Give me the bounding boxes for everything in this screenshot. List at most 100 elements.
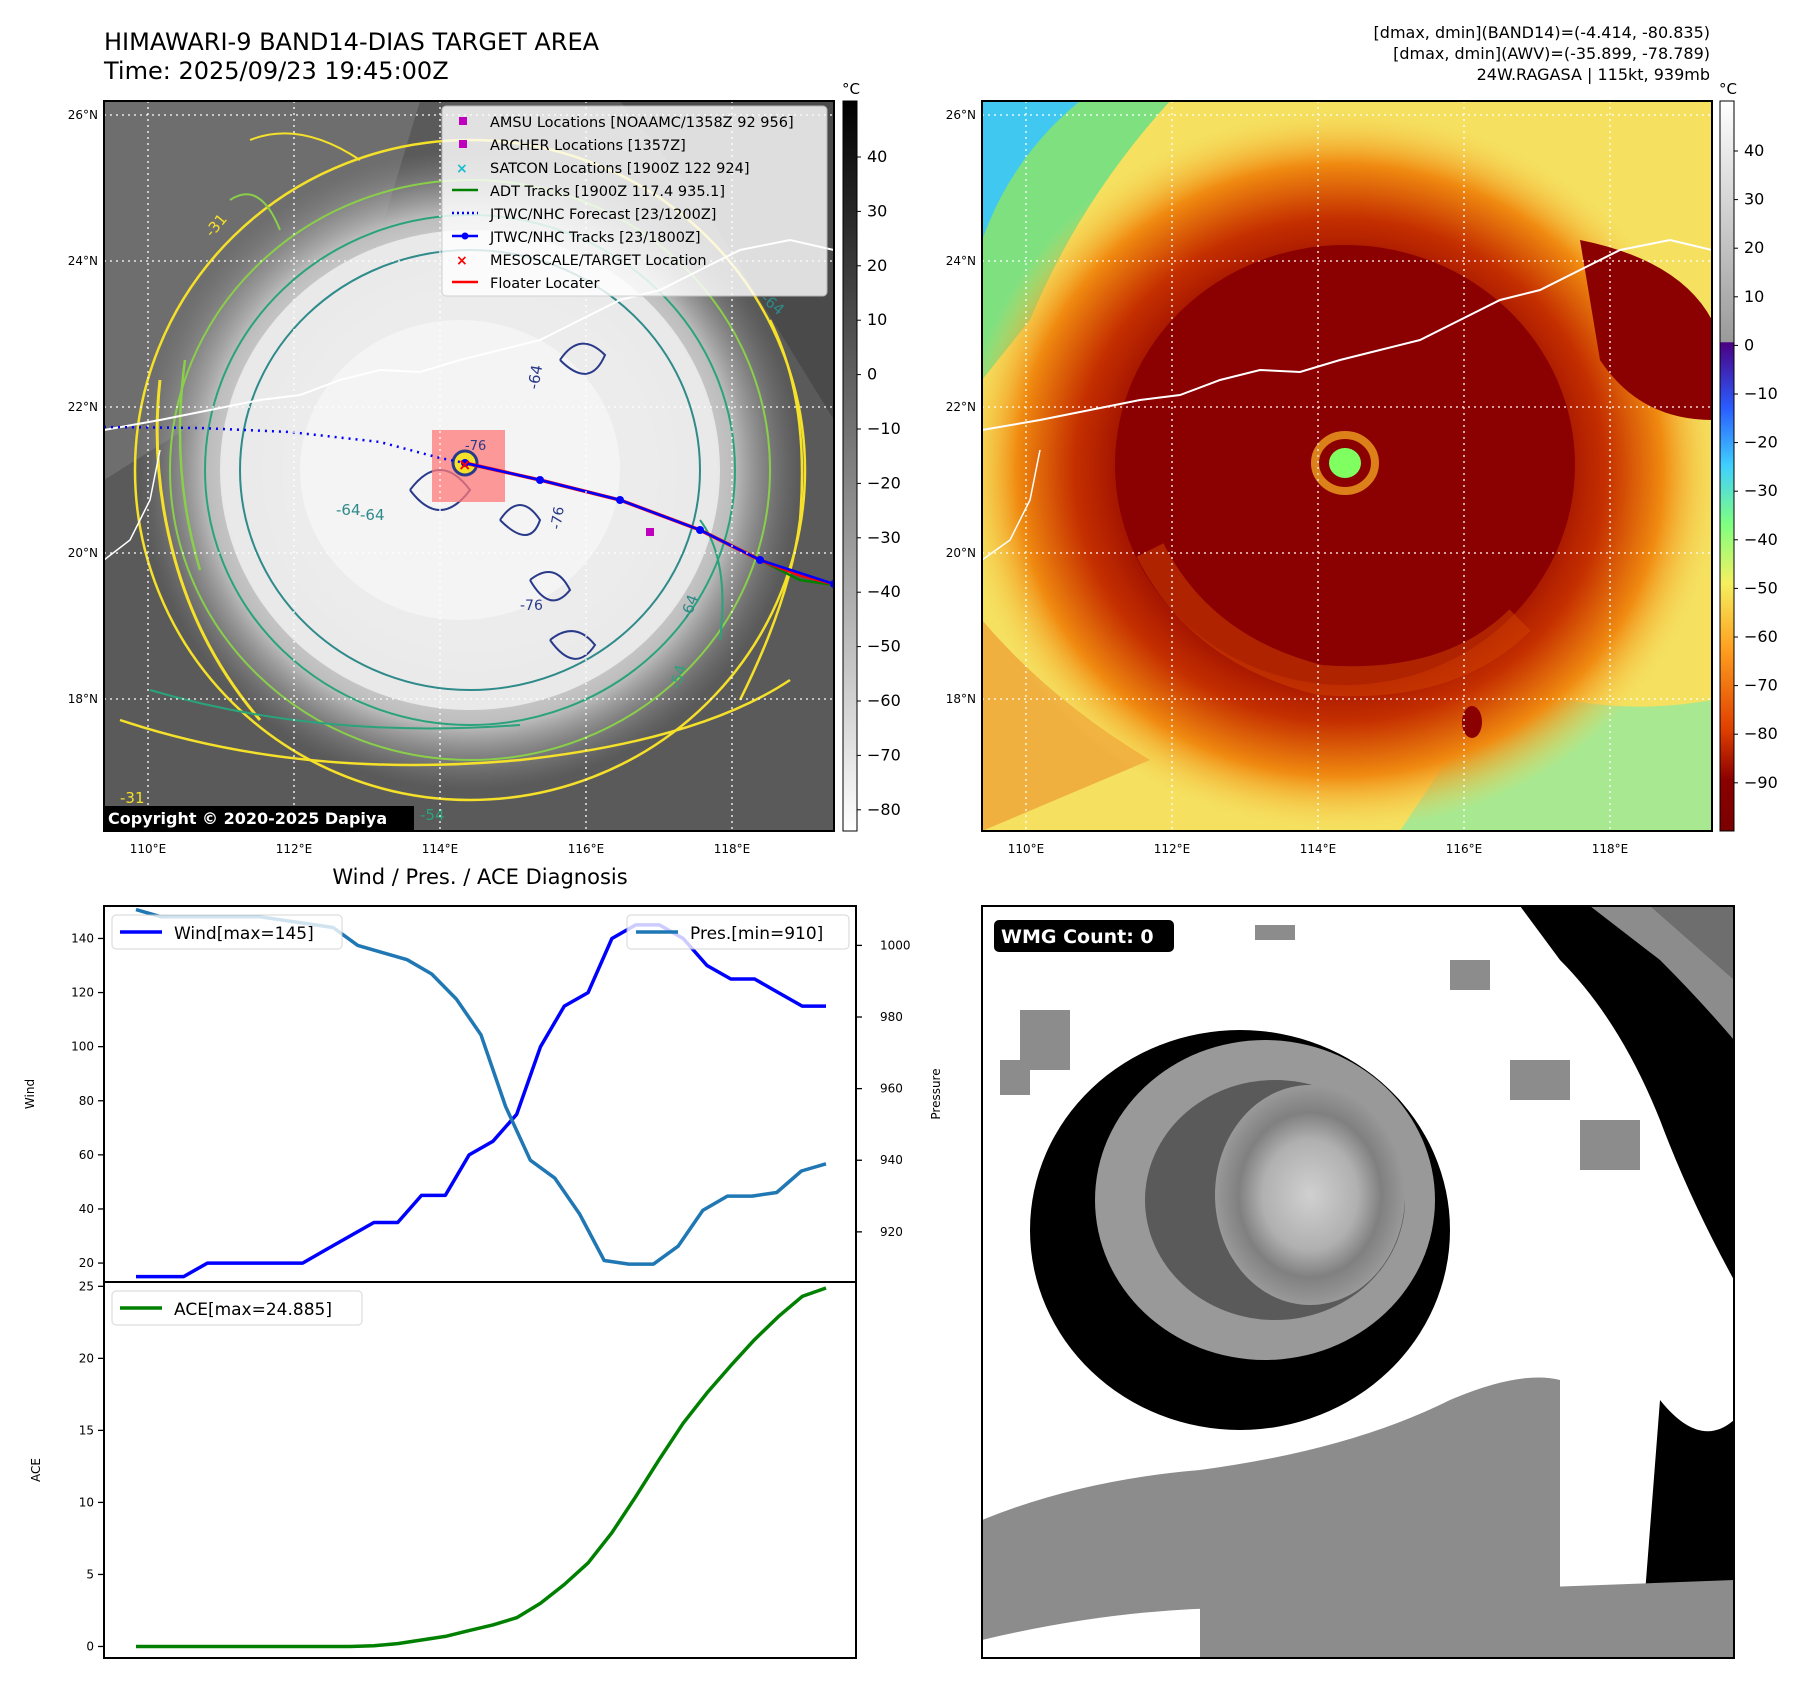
awv-imagery [982, 101, 1712, 831]
info-line3: 24W.RAGASA | 115kt, 939mb [1477, 65, 1710, 84]
legend-adt: ADT Tracks [1900Z 117.4 935.1] [490, 184, 725, 200]
wind-axis-label: Wind [23, 1079, 37, 1109]
colorbar-tick-label: −60 [867, 691, 901, 710]
y-tick-label: 5 [86, 1567, 94, 1581]
contour-label: -31 [120, 789, 145, 807]
legend-forecast: JTWC/NHC Forecast [23/1200Z] [489, 207, 716, 223]
y-tick-label: 0 [86, 1639, 94, 1653]
figure-title-line1: HIMAWARI-9 BAND14-DIAS TARGET AREA [104, 28, 600, 56]
colorbar-tick-label: 30 [867, 201, 887, 220]
colorbar-tick-label: −50 [1744, 578, 1778, 597]
pressure-legend: Pres.[min=910] [626, 914, 850, 950]
wmg-count-label: WMG Count: 0 [1001, 926, 1154, 948]
y-tick-label: 40 [79, 1202, 94, 1216]
lat-tick: 24°N [946, 254, 976, 268]
legend-floater: Floater Locater [490, 276, 599, 292]
lat-tick: 22°N [68, 400, 98, 414]
colorbar-tick-label: −70 [867, 745, 901, 764]
pressure-legend-label: Pres.[min=910] [690, 924, 823, 944]
y-tick-label: 140 [71, 931, 94, 945]
wind-pressure-chart: Wind Pressure 20 40 60 80 100 120 140 920 940 96… [23, 905, 943, 1283]
colorbar-tick-label: 10 [1744, 287, 1764, 306]
contour-label: -64 [360, 506, 385, 524]
y-tick-label: 80 [79, 1094, 94, 1108]
ace-axis-label: ACE [29, 1458, 43, 1482]
contour-label: -76 [548, 505, 568, 530]
lat-tick: 18°N [68, 692, 98, 706]
colorbar-tick-label: 40 [1744, 141, 1764, 160]
legend-target: MESOSCALE/TARGET Location [490, 253, 707, 269]
ace-legend-label: ACE[max=24.885] [174, 1300, 332, 1320]
lat-tick: 26°N [946, 108, 976, 122]
awv-colorbar: °C 40 30 20 10 0 −10 −20 −30 −40 −50 −60 −70 −80 −90 [1719, 80, 1778, 832]
figure-title-line2: Time: 2025/09/23 19:45:00Z [103, 57, 449, 85]
colorbar-tick-label: −30 [1744, 481, 1778, 500]
lon-tick: 118°E [1592, 842, 1629, 856]
colorbar-tick-label: −60 [1744, 627, 1778, 646]
colorbar-tick-label: −70 [1744, 676, 1778, 695]
colorbar-tick-label: 10 [867, 310, 887, 329]
wmg-panel: WMG Count: 0 [981, 905, 1735, 1659]
legend-archer: ARCHER Locations [1357Z] [490, 138, 686, 154]
svg-text:×: × [456, 161, 468, 177]
colorbar-tick-label: 0 [867, 365, 877, 384]
colorbar-tick-label: −90 [1744, 773, 1778, 792]
map-legend: AMSU Locations [NOAAMC/1358Z 92 956] ARC… [441, 105, 828, 297]
colorbar-tick-label: −20 [867, 473, 901, 492]
y-tick-label: 60 [79, 1148, 94, 1162]
colorbar-tick-label: −30 [867, 528, 901, 547]
ir-map-panel: × -64 -64 -64 -54 -64 -76 -76 -76 -31 -3… [68, 80, 901, 856]
svg-text:×: × [456, 253, 468, 269]
lon-tick: 114°E [422, 842, 459, 856]
colorbar-tick-label: 30 [1744, 190, 1764, 209]
lat-tick: 20°N [68, 546, 98, 560]
lat-tick: 18°N [946, 692, 976, 706]
info-line1: [dmax, dmin](BAND14)=(-4.414, -80.835) [1374, 23, 1710, 42]
copyright: Copyright © 2020-2025 Dapiya [108, 809, 387, 828]
colorbar-tick-label: −40 [867, 582, 901, 601]
lon-tick: 114°E [1300, 842, 1337, 856]
y2-tick-label: 940 [880, 1153, 903, 1167]
lon-tick: 112°E [276, 842, 313, 856]
lon-tick: 112°E [1154, 842, 1191, 856]
y-tick-label: 15 [79, 1423, 94, 1437]
lon-tick: 118°E [714, 842, 751, 856]
ace-legend: ACE[max=24.885] [111, 1290, 363, 1326]
y-tick-label: 20 [79, 1351, 94, 1365]
colorbar-tick-label: −80 [867, 800, 901, 819]
ir-map-ticks: 110°E 112°E 114°E 116°E 118°E 26°N 24°N … [68, 108, 751, 856]
contour-label: -76 [465, 439, 486, 454]
contour-label: -76 [520, 598, 543, 614]
contour-label: -54 [666, 663, 690, 691]
lon-tick: 110°E [1008, 842, 1045, 856]
y2-tick-label: 1000 [880, 938, 911, 952]
y-tick-label: 10 [79, 1495, 94, 1509]
lat-tick: 22°N [946, 400, 976, 414]
legend-satcon: SATCON Locations [1900Z 122 924] [490, 161, 749, 177]
wind-series-line [136, 923, 826, 1279]
contour-label: -64 [336, 501, 361, 519]
y2-tick-label: 920 [880, 1225, 903, 1239]
awv-map-ticks: 110°E 112°E 114°E 116°E 118°E 26°N 24°N … [946, 108, 1629, 856]
colorbar-tick-label: 20 [867, 256, 887, 275]
ir-colorbar: °C 40 30 20 10 0 −10 −20 −30 −40 −50 −60 −70 −80 [842, 80, 901, 832]
colorbar-tick-label: −80 [1744, 724, 1778, 743]
y-tick-label: 120 [71, 986, 94, 1000]
lat-tick: 24°N [68, 254, 98, 268]
legend-jtwc-tracks: JTWC/NHC Tracks [23/1800Z] [489, 230, 701, 246]
colorbar-unit: °C [1719, 80, 1737, 98]
pressure-axis-label: Pressure [929, 1068, 943, 1119]
wind-legend: Wind[max=145] [111, 914, 343, 950]
svg-text:×: × [458, 455, 471, 474]
y-tick-label: 25 [79, 1279, 94, 1293]
legend-amsu: AMSU Locations [NOAAMC/1358Z 92 956] [490, 115, 794, 131]
y2-tick-label: 960 [880, 1082, 903, 1096]
colorbar-tick-label: −10 [1744, 384, 1778, 403]
wind-legend-label: Wind[max=145] [174, 924, 314, 944]
colorbar-tick-label: 40 [867, 147, 887, 166]
colorbar-tick-label: 0 [1744, 335, 1754, 354]
awv-map-panel: 110°E 112°E 114°E 116°E 118°E 26°N 24°N … [946, 80, 1778, 856]
colorbar-tick-label: −20 [1744, 433, 1778, 452]
lon-tick: 116°E [568, 842, 605, 856]
